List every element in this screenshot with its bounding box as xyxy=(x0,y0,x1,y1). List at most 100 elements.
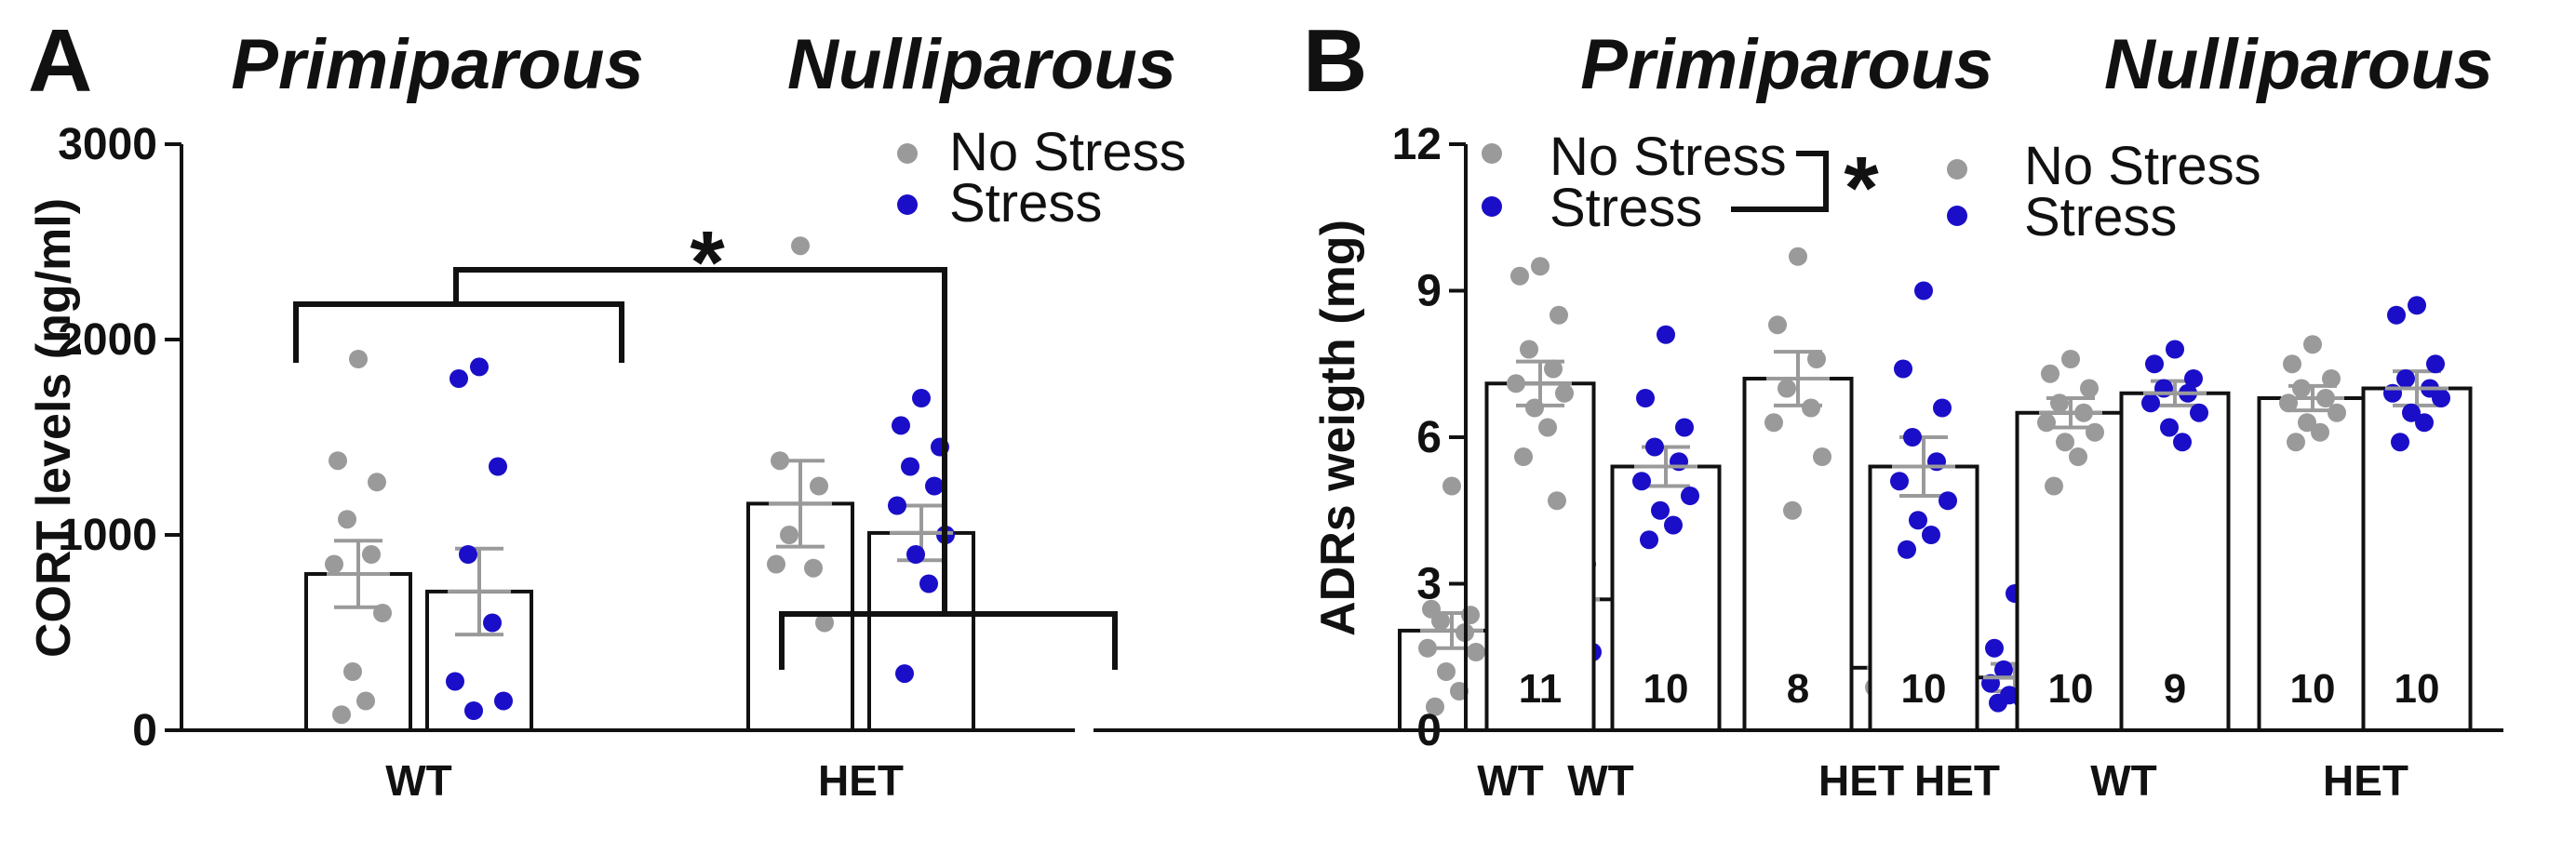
panel-a-y-axis-label: CORT levels (ng/ml) xyxy=(27,198,81,658)
panel-a-data-point xyxy=(483,613,502,633)
panel-b-data-point xyxy=(2184,369,2203,388)
panel-b-data-point xyxy=(2160,418,2179,437)
panel-a-bar xyxy=(867,530,975,733)
panel-b-data-point xyxy=(1640,530,1658,550)
panel-b-data-point xyxy=(1544,359,1563,379)
panel-a-data-point xyxy=(368,473,386,492)
panel-a-group-title-nulliparous: Nulliparous xyxy=(787,25,1176,104)
panel-b-significance-star: * xyxy=(1844,139,1879,238)
panel-a-legend-marker-stress xyxy=(897,194,918,215)
panel-b-data-point xyxy=(1807,350,1826,368)
panel-a-data-point xyxy=(1989,693,2007,713)
panel-a-data-point xyxy=(1437,662,1456,681)
panel-b-n-count: 10 xyxy=(1644,666,1689,712)
panel-b-x-category-label: HET xyxy=(2323,756,2408,805)
panel-a-data-point xyxy=(332,705,351,725)
panel-b-data-point xyxy=(2322,369,2341,388)
panel-a-y-tick-label: 2000 xyxy=(58,315,157,365)
panel-a-data-point xyxy=(791,236,810,256)
panel-a-data-point xyxy=(906,545,925,564)
panel-a-legend-no-stress: No Stress xyxy=(949,122,1187,182)
panel-b-n-count: 10 xyxy=(2395,666,2440,712)
panel-a-legend-marker-no-stress xyxy=(897,143,918,164)
panel-b-data-point xyxy=(2086,422,2104,442)
panel-b-data-point xyxy=(2387,305,2406,325)
panel-a-data-point xyxy=(446,672,464,691)
panel-a-x-category-label: HET xyxy=(818,756,904,805)
panel-b-data-point xyxy=(1933,398,1952,418)
panel-b-n-count: 10 xyxy=(1901,666,1947,712)
panel-a-data-point xyxy=(901,457,919,476)
panel-b-data-point xyxy=(1898,540,1916,559)
panel-b-x-category-label: WT xyxy=(2090,756,2157,805)
panel-a-data-point xyxy=(780,526,798,544)
panel-b-data-point xyxy=(2050,393,2069,413)
panel-b-data-point xyxy=(2283,354,2301,374)
panel-b-data-point xyxy=(2069,447,2087,466)
panel-b-data-point xyxy=(1636,389,1655,407)
panel-a-data-point xyxy=(1418,638,1437,658)
panel-b-data-point xyxy=(2287,433,2305,452)
panel-b-legend2-marker-stress xyxy=(1947,206,1967,226)
panel-b-data-point xyxy=(2402,403,2421,422)
panel-b-y-tick-label: 3 xyxy=(1416,560,1442,609)
panel-b-data-point xyxy=(2396,369,2415,388)
panel-b-x-category-label: WT xyxy=(1567,756,1634,805)
panel-a-data-point xyxy=(810,476,828,496)
panel-b-data-point xyxy=(1903,428,1922,447)
panel-a-data-point xyxy=(362,545,381,564)
panel-a-data-point xyxy=(1426,697,1444,716)
panel-b-data-point xyxy=(2408,296,2426,315)
panel-a-data-point xyxy=(892,416,910,435)
panel-b-n-count: 11 xyxy=(1519,666,1563,712)
panel-b-data-point xyxy=(1783,500,1802,520)
panel-a-data-point xyxy=(1431,611,1450,631)
panel-b-data-point xyxy=(1538,418,1557,437)
panel-a-data-point xyxy=(489,457,507,476)
panel-a-data-point xyxy=(888,496,906,515)
panel-b-legend2-no-stress: No Stress xyxy=(2024,136,2261,196)
panel-b-bar xyxy=(1742,377,1854,732)
panel-b-legend-bracket xyxy=(1731,151,1829,212)
panel-b-data-point xyxy=(1510,266,1529,286)
panel-b-data-point xyxy=(1778,379,1796,398)
panel-b-data-point xyxy=(1890,472,1909,491)
panel-a-data-point xyxy=(464,701,483,720)
panel-b-data-point xyxy=(2391,433,2409,452)
panel-b-data-point xyxy=(1514,447,1533,466)
panel-b-data-point xyxy=(1555,383,1574,403)
panel-b-x-category-label: HET xyxy=(1818,756,1904,805)
panel-b-legend-stress: Stress xyxy=(1550,178,1702,238)
panel-b-data-point xyxy=(1789,247,1807,266)
panel-a-bracket-overall xyxy=(453,267,947,614)
panel-b-legend2-stress: Stress xyxy=(2024,187,2177,247)
panel-b-data-point xyxy=(1768,315,1787,335)
panel-b-data-point xyxy=(2173,433,2192,452)
panel-a-data-point xyxy=(349,350,368,368)
panel-b-y-tick-label: 12 xyxy=(1392,120,1442,169)
panel-b-data-point xyxy=(1922,526,1940,544)
panel-b-data-point xyxy=(1550,305,1568,325)
panel-a-data-point xyxy=(325,554,343,574)
panel-b-y-axis-label: ADRs weigth (mg) xyxy=(1311,220,1365,636)
panel-b-n-count: 9 xyxy=(2164,666,2186,712)
panel-b-data-point xyxy=(2292,379,2311,398)
panel-a-letter: A xyxy=(28,11,92,111)
panel-b-bar xyxy=(2119,391,2231,732)
panel-b-n-count: 10 xyxy=(2048,666,2094,712)
panel-b-data-point xyxy=(1632,472,1651,491)
panel-b-data-point xyxy=(1909,511,1927,530)
panel-a-legend-stress: Stress xyxy=(949,173,1102,233)
panel-b-data-point xyxy=(1664,515,1683,535)
panel-a-data-point xyxy=(373,604,392,622)
plot-layer: 0 1000 2000 3000 WT HET WT HET 0 3 6 9 12 WT HET WT HET 1… xyxy=(58,120,2503,805)
panel-b-data-point xyxy=(2166,340,2184,359)
panel-a-data-point xyxy=(1467,643,1485,661)
panel-a-data-point xyxy=(767,554,785,574)
panel-a-data-point xyxy=(338,510,356,529)
panel-a-x-category-label: WT xyxy=(1477,756,1544,805)
panel-b-data-point xyxy=(1548,491,1566,511)
panel-a-data-point xyxy=(919,574,938,594)
panel-b-data-point xyxy=(1802,398,1820,418)
